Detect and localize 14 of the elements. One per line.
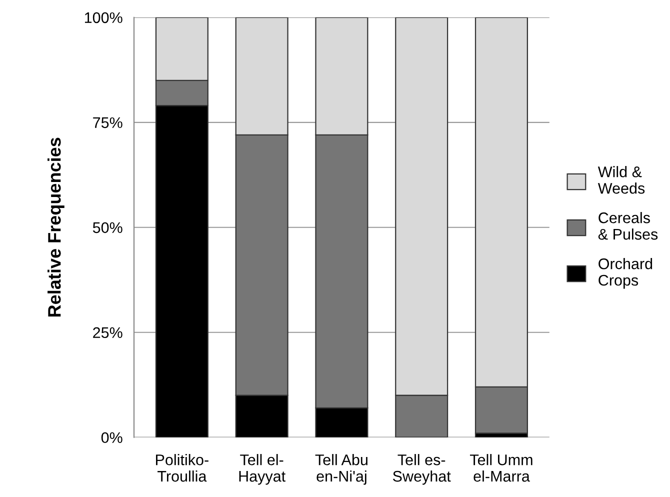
x-tick-label: Tell es- Sweyhat	[392, 454, 451, 485]
legend-label: Cereals & Pulses	[598, 212, 658, 240]
x-tick-label: Tell Umm el-Marra	[470, 454, 532, 482]
y-tick-label: 50%	[92, 222, 122, 234]
y-tick-label: 0%	[101, 432, 122, 444]
y-tick-label: 100%	[84, 12, 122, 24]
legend-label: Orchard Crops	[598, 258, 652, 289]
legend-label: Wild & Weeds	[598, 166, 645, 194]
x-tick-label: Tell el- Hayyat	[239, 454, 286, 485]
y-tick-label: 75%	[93, 117, 122, 128]
x-tick-label: Tell Abu en-Ni'aj	[315, 454, 368, 485]
y-tick-label: 25%	[93, 327, 122, 338]
y-axis-title: Relative Frequencies	[48, 138, 64, 316]
x-tick-label: Politiko- Troullia	[156, 454, 208, 482]
